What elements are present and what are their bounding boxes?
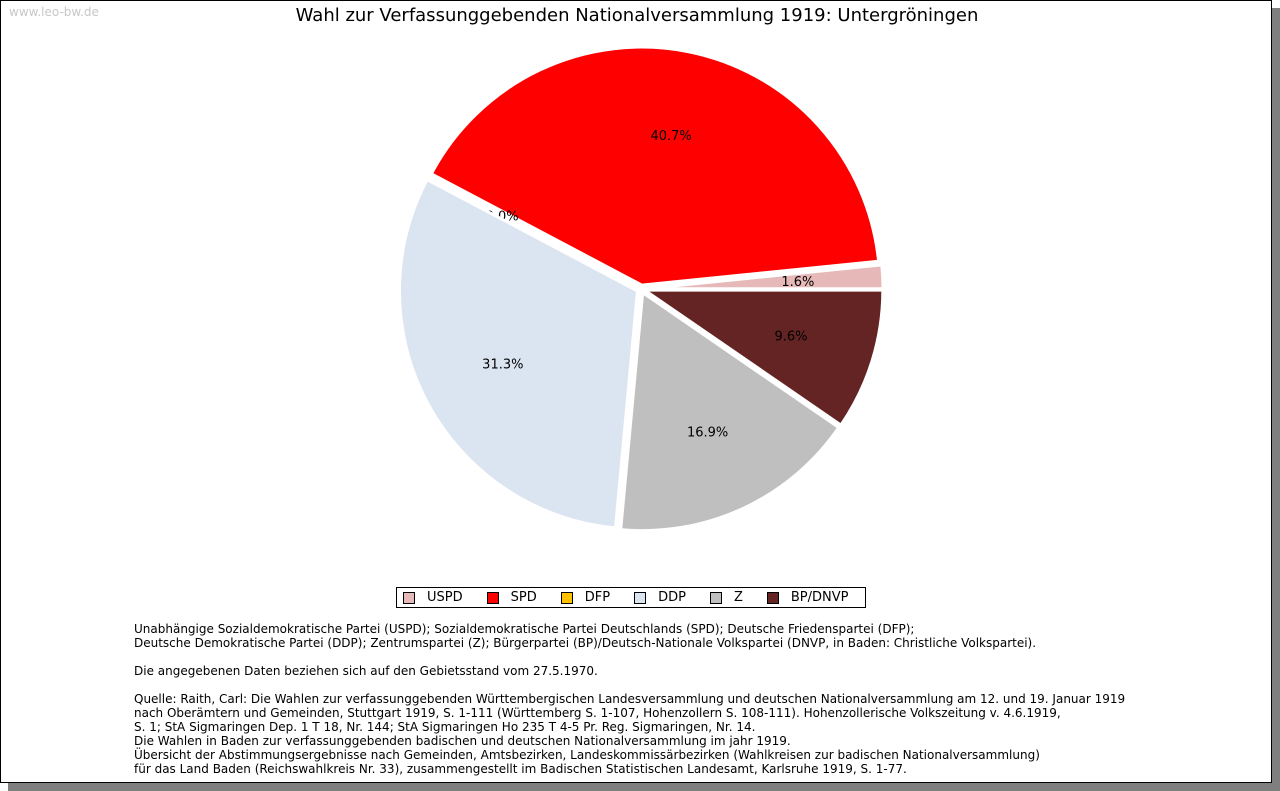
pie-slice-z xyxy=(619,289,841,533)
notes-source-line-1: Quelle: Raith, Carl: Die Wahlen zur verf… xyxy=(134,692,1126,706)
slice-label-bp-dnvp: 9.6% xyxy=(774,330,807,345)
notes-source-line-5: Übersicht der Abstimmungsergebnisse nach… xyxy=(134,748,1040,762)
legend-label-dfp: DFP xyxy=(584,590,611,605)
pie-slice-spd xyxy=(429,45,881,287)
pie-slice-ddp xyxy=(397,177,640,530)
slice-label-uspd: 1.6% xyxy=(781,275,814,290)
notes-source-line-6: für das Land Baden (Reichswahlkreis Nr. … xyxy=(134,762,907,776)
legend-label-ddp: DDP xyxy=(658,590,686,605)
legend-swatch-uspd xyxy=(403,591,415,604)
slice-label-ddp: 31.3% xyxy=(482,358,523,373)
legend-label-z: Z xyxy=(733,590,743,605)
notes-source-line-4: Die Wahlen in Baden zur verfassunggebend… xyxy=(134,734,791,748)
frame-shadow-right xyxy=(1272,8,1280,791)
notes-source-line-2: nach Oberämtern und Gemeinden, Stuttgart… xyxy=(134,706,1061,720)
pie-slice-bp-dnvp xyxy=(639,288,885,428)
legend-swatch-bp-dnvp xyxy=(766,591,779,604)
slice-label-spd: 40.7% xyxy=(650,129,691,144)
chart-title: Wahl zur Verfassunggebenden Nationalvers… xyxy=(295,5,979,26)
notes-parties-line-2: Deutsche Demokratische Partei (DDP); Zen… xyxy=(134,636,1037,650)
legend-item-uspd: USPD xyxy=(403,590,463,605)
legend-item-ddp: DDP xyxy=(634,590,686,605)
legend-label-uspd: USPD xyxy=(427,590,463,605)
notes-source-line-3: S. 1; StA Sigmaringen Dep. 1 T 18, Nr. 1… xyxy=(134,720,756,734)
legend-swatch-ddp xyxy=(634,591,647,604)
legend-swatch-dfp xyxy=(560,591,573,604)
legend-item-spd: SPD xyxy=(486,590,537,605)
legend-swatch-z xyxy=(709,591,722,604)
chart-legend: USPD SPD DFP DDP Z BP/DNVP xyxy=(396,587,866,608)
legend-item-dfp: DFP xyxy=(560,590,611,605)
slice-label-z: 16.9% xyxy=(687,425,728,440)
chart-notes: Unabhängige Sozialdemokratische Partei (… xyxy=(134,622,1244,776)
legend-label-spd: SPD xyxy=(510,590,537,605)
legend-item-bp-dnvp: BP/DNVP xyxy=(766,590,849,605)
notes-parties-line-1: Unabhängige Sozialdemokratische Partei (… xyxy=(134,622,915,636)
notes-gebietsstand: Die angegebenen Daten beziehen sich auf … xyxy=(134,664,598,678)
legend-label-bp-dnvp: BP/DNVP xyxy=(790,590,849,605)
legend-item-z: Z xyxy=(709,590,743,605)
watermark: www.leo-bw.de xyxy=(9,5,99,19)
legend-swatch-spd xyxy=(486,591,499,604)
frame-shadow-bottom xyxy=(8,783,1280,791)
pie-chart: 1.6%40.7%0.0%31.3%16.9%9.6% xyxy=(397,45,885,533)
